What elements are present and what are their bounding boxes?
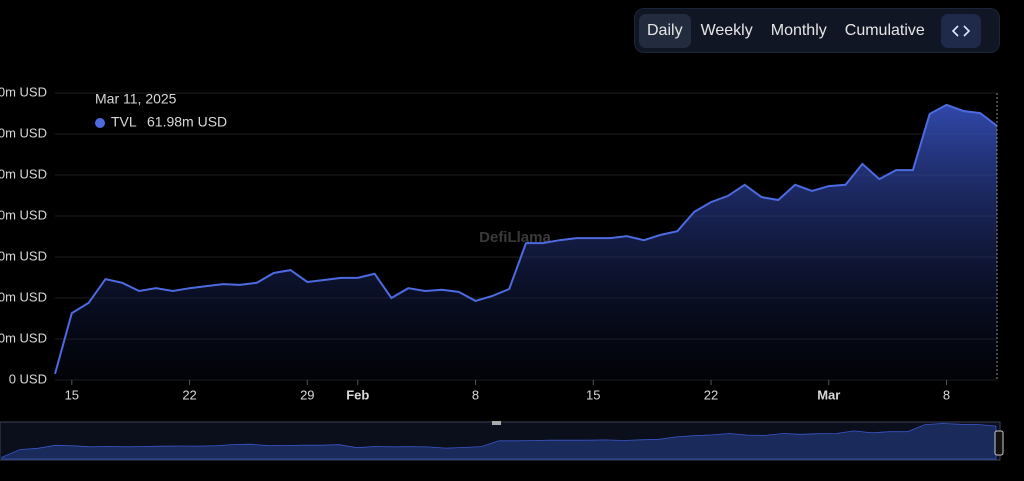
line xyxy=(54,103,998,375)
x-tick-label: 8 xyxy=(943,387,950,402)
grid: 0 USD 10m USD 20m USD 30m USD 40m USD 50m USD… xyxy=(0,84,997,402)
tab[interactable]: Weekly xyxy=(700,21,753,39)
y-tick-label: 10m USD xyxy=(0,330,47,345)
tab-bar: Daily Weekly Monthly Cumulative xyxy=(634,8,1000,53)
tooltip-value: 61.98m USD xyxy=(147,114,227,130)
x-tick-label: Feb xyxy=(346,387,369,402)
x-tick-label: 15 xyxy=(65,387,79,402)
x-tick-label: Mar xyxy=(817,387,840,402)
x-tick-label: 22 xyxy=(182,387,196,402)
code-button[interactable] xyxy=(940,13,981,48)
brush-grip[interactable] xyxy=(492,421,501,425)
x-tick-label: 29 xyxy=(300,387,314,402)
y-tick-label: 70m USD xyxy=(0,84,47,99)
watermark: DefiLlama xyxy=(479,229,551,246)
tab[interactable]: Daily xyxy=(639,13,691,48)
y-tick-label: 50m USD xyxy=(0,166,47,181)
brush-area xyxy=(1,423,997,460)
plot xyxy=(54,103,998,381)
tooltip-series: TVL xyxy=(111,114,137,130)
y-tick-label: 60m USD xyxy=(0,125,47,140)
tooltip-title: Mar 11, 2025 xyxy=(95,91,177,107)
code-icon xyxy=(951,24,970,37)
tooltip-dot xyxy=(95,118,105,128)
tab[interactable]: Monthly xyxy=(770,21,827,39)
x-tick-label: 22 xyxy=(704,387,718,402)
brush-handle[interactable] xyxy=(994,430,1004,456)
y-tick-label: 30m USD xyxy=(0,248,47,263)
y-tick-label: 40m USD xyxy=(0,207,47,222)
area xyxy=(55,104,997,381)
x-tick-label: 15 xyxy=(586,387,600,402)
tab[interactable]: Cumulative xyxy=(844,21,925,39)
y-tick-label: 20m USD xyxy=(0,289,47,304)
x-tick-label: 8 xyxy=(472,387,479,402)
y-tick-label: 0 USD xyxy=(9,371,47,386)
brush-preview xyxy=(1,423,997,460)
